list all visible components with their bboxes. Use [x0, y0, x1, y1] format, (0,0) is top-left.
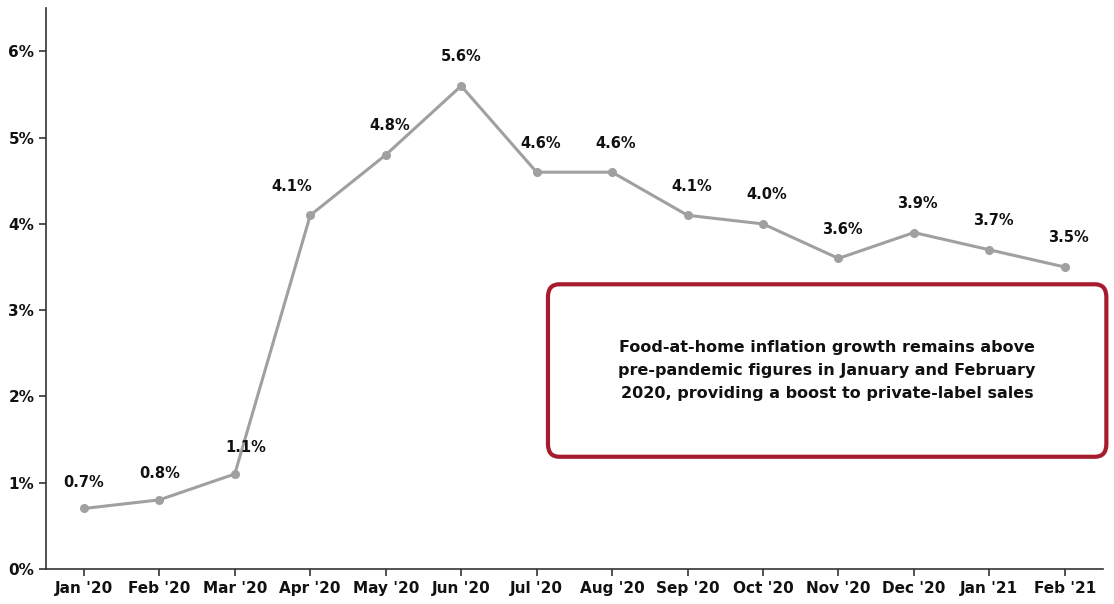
Text: 3.5%: 3.5% [1048, 231, 1089, 245]
Text: 4.1%: 4.1% [671, 179, 712, 194]
Text: 4.8%: 4.8% [369, 118, 410, 133]
Text: 3.9%: 3.9% [898, 196, 938, 211]
Text: 0.8%: 0.8% [139, 466, 179, 481]
Text: 1.1%: 1.1% [226, 440, 266, 455]
Text: 3.6%: 3.6% [822, 222, 862, 237]
Text: 4.6%: 4.6% [520, 136, 560, 150]
Text: 5.6%: 5.6% [441, 50, 481, 65]
Text: 4.6%: 4.6% [596, 136, 636, 150]
Text: Food-at-home inflation growth remains above
pre-pandemic figures in January and : Food-at-home inflation growth remains ab… [618, 339, 1036, 402]
Text: 4.0%: 4.0% [746, 187, 788, 202]
Text: 4.1%: 4.1% [271, 179, 312, 194]
Text: 3.7%: 3.7% [973, 213, 1014, 228]
FancyBboxPatch shape [548, 284, 1106, 457]
Text: 0.7%: 0.7% [63, 475, 105, 489]
